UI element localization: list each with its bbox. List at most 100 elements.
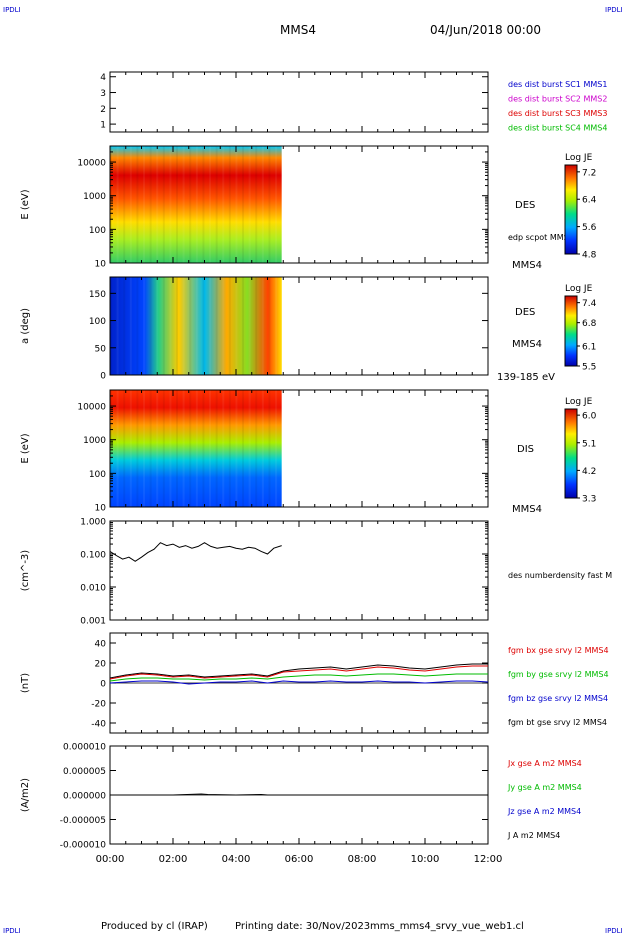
x-tick-label: 12:00 [474,854,503,865]
dis_energy-colorbar-tick-label: 3.3 [582,495,596,505]
spacecraft-ytick-label: 4 [100,73,106,83]
density-frame [109,520,489,621]
dis_energy-heatmap-stripe [162,390,165,507]
des_energy-colorbar-tick-label: 7.2 [582,168,596,178]
des_energy-heatmap-stripe [116,146,119,263]
des_energy-heatmap-stripe [195,146,198,263]
des_energy-heatmap-stripe [268,146,271,263]
des_pitch-heatmap-stripe [169,277,172,375]
x-tick-label: 06:00 [285,854,314,865]
des_energy-right-label: DES [515,200,535,211]
magnetic_field-legend-entry: fgm bx gse srvy l2 MMS4 [508,646,609,655]
dis_energy-heatmap-stripe [189,390,192,507]
des_energy-colorbar-tick-label: 4.8 [582,251,597,261]
des_pitch-heatmap-stripe [156,277,159,375]
des_pitch-right-label: 139-185 eV [497,372,555,383]
corner-label-bottom-right: IPDLI [605,927,623,934]
magnetic_field-ytick-label: 40 [95,640,107,650]
des_energy-right-label: edp scpot MMS4 [508,233,574,242]
des_energy-heatmap-stripe [235,146,238,263]
des_energy-heatmap-stripe [255,146,258,263]
des_pitch-heatmap-stripe [209,277,212,375]
des_energy-heatmap-stripe [129,146,132,263]
dis_energy-heatmap-stripe [182,390,185,507]
des_pitch-heatmap-stripe [116,277,119,375]
des_pitch-heatmap-stripe [215,277,218,375]
current-legend-entry: Jx gse A m2 MMS4 [507,759,582,768]
footer-script-name: mms_mms4_srvy_vue_web1.cl [370,921,524,932]
dis_energy-ytick-label: 10000 [77,403,106,413]
spacecraft-ytick-label: 1 [100,121,106,131]
des_pitch-colorbar-tick-label: 6.8 [582,319,597,329]
des_pitch-colorbar-tick-label: 6.1 [582,343,596,353]
des_energy-heatmap-stripe [162,146,165,263]
dis_energy-heatmap-stripe [268,390,271,507]
des_energy-heatmap-stripe [202,146,205,263]
des_pitch-ytick-label: 0 [100,372,106,382]
des_energy-heatmap-stripe [156,146,159,263]
des_energy-heatmap-stripe [261,146,264,263]
x-tick-label: 00:00 [96,854,125,865]
des_pitch-right-label: MMS4 [512,339,542,350]
des_energy-heatmap-stripe [110,146,112,263]
des_pitch-heatmap-stripe [182,277,185,375]
des_energy-heatmap-stripe [123,146,126,263]
dis_energy-colorbar-tick-label: 6.0 [582,412,597,422]
dis_energy-colorbar-tick-label: 4.2 [582,467,596,477]
dis_energy-heatmap-stripe [110,390,112,507]
dis_energy-heatmap-stripe [242,390,245,507]
magnetic_field-ytick-label: -20 [91,700,106,710]
dis_energy-colorbar-tick-label: 5.1 [582,439,596,449]
des_energy-heatmap-stripe [189,146,192,263]
density-ytick-label: 0.010 [80,584,106,594]
dis_energy-heatmap-stripe [248,390,251,507]
des_energy-ytick-label: 100 [89,226,106,236]
des_energy-colorbar [564,164,578,255]
dis_energy-heatmap-stripe [228,390,231,507]
des_pitch-heatmap-stripe [195,277,198,375]
dis_energy-heatmap-stripe [149,390,152,507]
dis_energy-heatmap-stripe [209,390,212,507]
current-ytick-label: -0.000010 [60,841,106,851]
current-legend-entry: Jy gse A m2 MMS4 [507,783,582,792]
des_pitch-heatmap-stripe [248,277,251,375]
dis_energy-ytick-label: 10 [95,504,107,514]
des_energy-heatmap-stripe [143,146,146,263]
des_pitch-colorbar [564,295,578,367]
footer-produced-by: Produced by cl (IRAP) [101,921,208,932]
des_pitch-heatmap-stripe [189,277,192,375]
spacecraft-ytick-label: 2 [100,105,106,115]
des_energy-heatmap-stripe [222,146,225,263]
des_energy-colorbar-tick-label: 6.4 [582,196,597,206]
dis_energy-heatmap-stripe [215,390,218,507]
plot-date: 04/Jun/2018 00:00 [430,23,541,37]
x-tick-label: 08:00 [348,854,377,865]
des_energy-ylabel: E (eV) [20,189,31,219]
des_pitch-heatmap-stripe [176,277,179,375]
dis_energy-ytick-label: 100 [89,470,106,480]
series-J-A-m2-MMS4 [110,793,488,796]
des_energy-heatmap-stripe [248,146,251,263]
spacecraft-legend-entry: des dist burst SC3 MMS3 [508,109,607,118]
des_pitch-ylabel: a (deg) [20,308,31,344]
panels: 1 2 3 4 des dist burst SC1 MMS1 des dist burs… [20,71,612,865]
dis_energy-heatmap-stripe [176,390,179,507]
des_energy-heatmap-stripe [228,146,231,263]
des_pitch-heatmap-stripe [149,277,152,375]
des_energy-heatmap-stripe [275,146,278,263]
des_pitch-colorbar-title: Log JE [565,284,593,294]
dis_energy-heatmap-stripe [222,390,225,507]
corner-label-bottom-left: IPDLI [3,927,21,934]
x-tick-label: 02:00 [159,854,188,865]
dis_energy-heatmap-stripe [123,390,126,507]
des_energy-heatmap-fill [110,146,282,263]
current-ytick-label: 0.000000 [63,792,106,802]
current-ylabel: (A/m2) [20,778,31,812]
des_pitch-heatmap-stripe [162,277,165,375]
des_pitch-heatmap-stripe [222,277,225,375]
spacecraft-ytick-label: 3 [100,89,106,99]
des_pitch-ytick-label: 100 [89,317,106,327]
des_pitch-right-label: DES [515,307,535,318]
density-legend-entry: des numberdensity fast M [508,571,612,580]
current-ytick-label: -0.000005 [60,816,106,826]
